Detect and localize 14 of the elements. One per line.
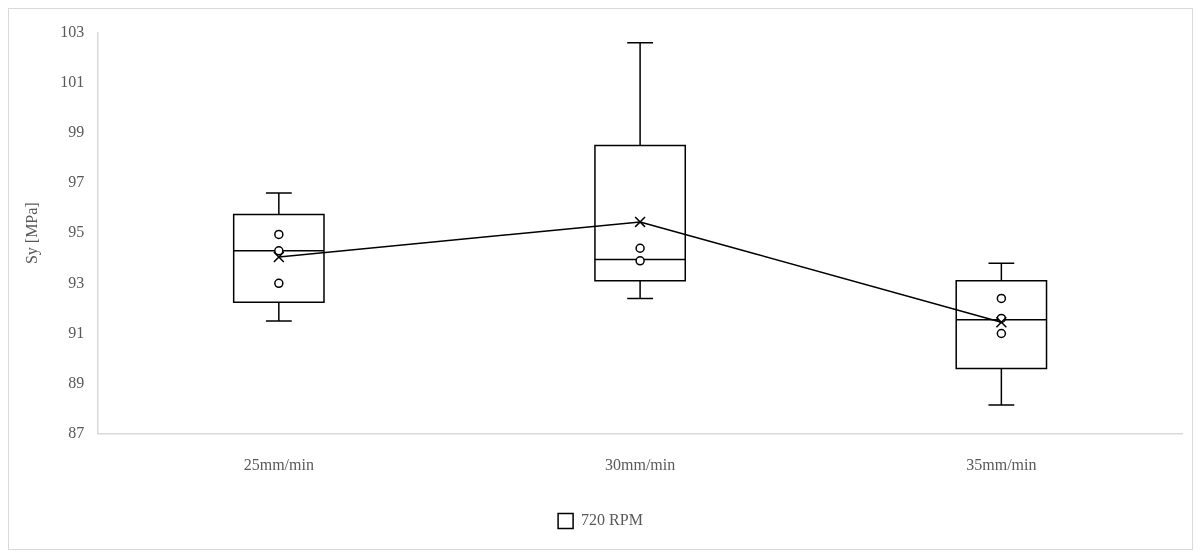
y-tick-label: 101 (60, 72, 85, 90)
y-tick-label: 99 (68, 123, 85, 141)
y-tick-label: 103 (60, 22, 85, 40)
x-tick-label: 25mm/min (243, 455, 314, 473)
y-tick-label: 89 (68, 373, 85, 391)
y-tick-label: 87 (68, 424, 85, 441)
legend-label: 720 RPM (581, 511, 643, 529)
y-tick-label: 95 (68, 223, 85, 241)
y-axis-title: Sy [MPa] (22, 202, 41, 265)
y-tick-label: 91 (68, 323, 85, 341)
y-tick-label: 93 (68, 273, 85, 291)
x-tick-label: 30mm/min (604, 455, 676, 473)
x-tick-label: 35mm/min (966, 455, 1037, 473)
y-tick-label: 97 (68, 173, 85, 191)
